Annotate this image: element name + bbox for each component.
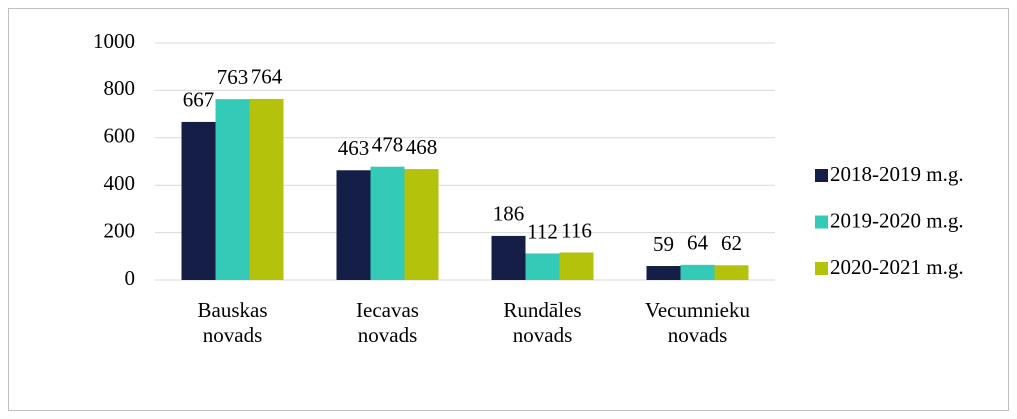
bar <box>646 266 681 280</box>
x-tick-label: Bauskas novads <box>197 298 268 347</box>
y-tick-label: 200 <box>104 218 136 242</box>
bar <box>215 99 250 280</box>
x-tick-label: Vecumnieku novads <box>645 298 750 347</box>
bar <box>181 121 216 281</box>
chart-border <box>8 8 1009 411</box>
data-label: 468 <box>406 135 438 159</box>
data-label: 763 <box>217 65 249 89</box>
bar <box>336 170 371 280</box>
x-tick-label: Iecavas novads <box>356 298 419 347</box>
y-tick-label: 1000 <box>93 29 135 53</box>
bar <box>559 252 594 280</box>
bar <box>491 235 526 280</box>
data-label: 62 <box>721 231 742 255</box>
data-label: 667 <box>183 88 215 112</box>
y-tick-label: 800 <box>104 76 136 100</box>
data-label: 64 <box>687 231 709 255</box>
bar <box>370 166 405 280</box>
y-tick-label: 0 <box>125 266 136 290</box>
y-tick-label: 600 <box>104 124 136 148</box>
bar <box>404 169 439 280</box>
data-label: 186 <box>493 202 525 226</box>
bar <box>714 265 749 280</box>
data-label: 59 <box>653 232 674 256</box>
data-label: 764 <box>251 65 283 89</box>
data-label: 116 <box>561 218 592 242</box>
x-tick-label: Rundāles novads <box>503 298 582 347</box>
legend-label: 2018-2019 m.g. <box>830 162 964 186</box>
data-label: 463 <box>338 136 370 160</box>
data-label: 478 <box>372 133 404 157</box>
legend-swatch <box>815 169 828 182</box>
data-label: 112 <box>527 219 558 243</box>
legend-swatch <box>815 262 828 275</box>
bar <box>525 253 560 280</box>
bar <box>249 98 284 280</box>
legend-label: 2019-2020 m.g. <box>830 208 964 232</box>
y-tick-label: 400 <box>104 171 136 195</box>
bar <box>680 264 715 280</box>
legend-label: 2020-2021 m.g. <box>830 255 964 279</box>
legend-swatch <box>815 215 828 229</box>
